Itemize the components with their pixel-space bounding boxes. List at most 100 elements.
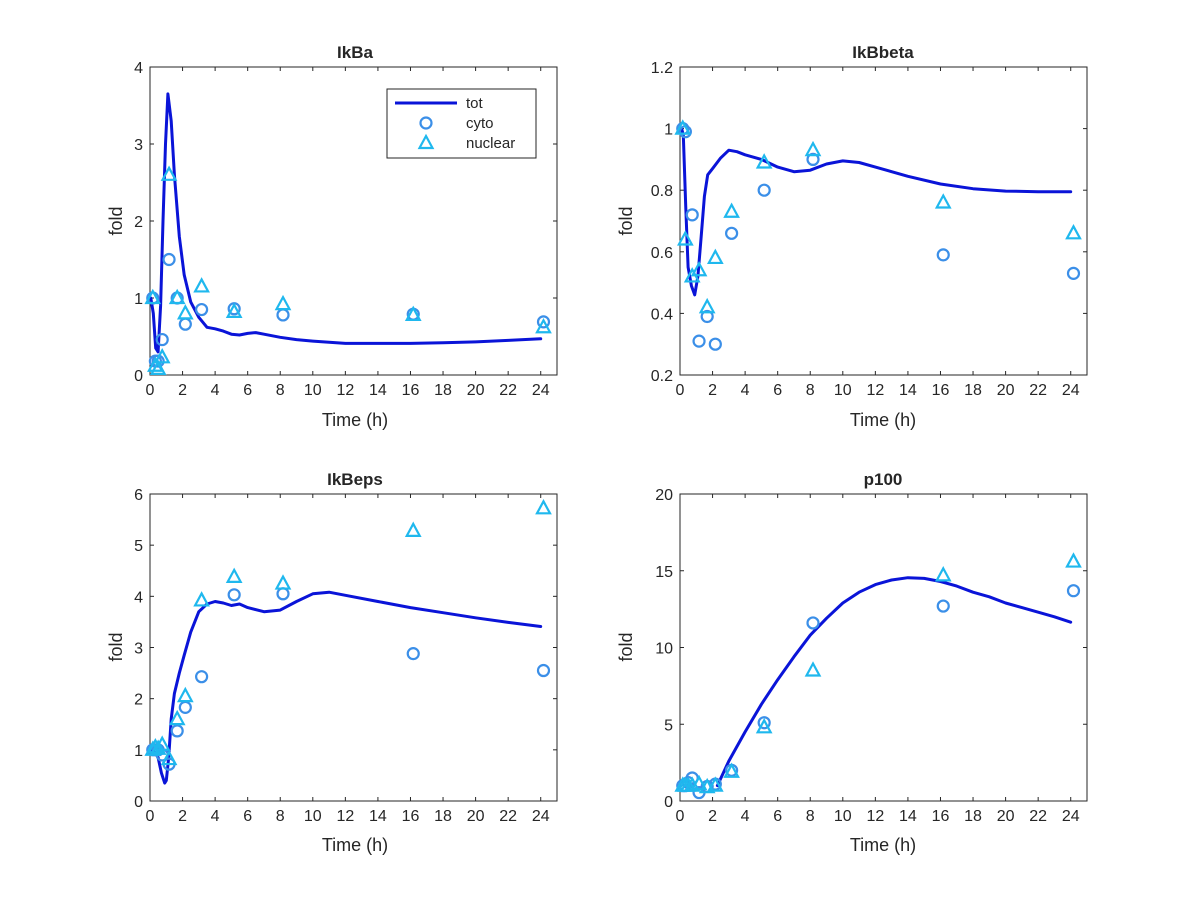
panel-0-cyto-point bbox=[536, 315, 551, 329]
panel-0-xtick-label: 16 bbox=[402, 382, 420, 399]
panel-3-xtick-label: 18 bbox=[964, 808, 982, 825]
panel-p100-title: p100 bbox=[864, 470, 903, 489]
panel-3-xtick-label: 8 bbox=[806, 808, 815, 825]
panel-1-cyto-point bbox=[725, 226, 739, 240]
panel-1-xtick-label: 2 bbox=[708, 382, 717, 399]
panel-3-nuclear-point bbox=[934, 566, 952, 582]
panel-2-nuclear-point bbox=[168, 709, 186, 726]
legend-label-cyto: cyto bbox=[466, 115, 494, 132]
panel-3-xtick-label: 24 bbox=[1062, 808, 1080, 825]
panel-ikbeps-xlabel: Time (h) bbox=[322, 835, 388, 855]
panel-0-nuclear-point bbox=[176, 304, 194, 320]
panel-ikbbeta: IkBbeta 0 2 4 6 8 10 12 14 16 18 20 22 240.20.40.60.… bbox=[616, 43, 1088, 430]
legend-box bbox=[386, 88, 537, 159]
panel-0-xtick-label: 14 bbox=[369, 382, 387, 399]
panel-3-xtick-label: 4 bbox=[741, 808, 750, 825]
panel-ikbeps-title: IkBeps bbox=[327, 470, 383, 489]
panel-3-xtick-label: 14 bbox=[899, 808, 917, 825]
panel-0-xtick-label: 4 bbox=[211, 382, 220, 399]
panel-1-xtick-label: 14 bbox=[899, 382, 917, 399]
panel-0-xtick-label: 22 bbox=[499, 382, 517, 399]
panel-3-ytick-label: 0 bbox=[664, 794, 673, 811]
panel-1-xtick-label: 24 bbox=[1062, 382, 1080, 399]
panel-3-ytick-label: 10 bbox=[655, 641, 673, 658]
legend-cyto-marker bbox=[419, 116, 433, 130]
panel-1-xtick-label: 6 bbox=[773, 382, 782, 399]
panel-1-series-tot-line bbox=[680, 127, 1073, 297]
panel-1-cyto-point bbox=[685, 208, 699, 222]
panel-2-xtick-label: 4 bbox=[211, 808, 220, 825]
panel-3-xtick-label: 16 bbox=[932, 808, 950, 825]
legend-nuclear-marker bbox=[417, 133, 435, 150]
panel-0-xtick-label: 18 bbox=[434, 382, 452, 399]
panel-ikbbeta-ylabel: fold bbox=[616, 206, 636, 235]
panel-1-xtick-label: 8 bbox=[806, 382, 815, 399]
panel-3-ytick-label: 20 bbox=[655, 487, 673, 504]
panel-0-ytick-label: 0 bbox=[134, 368, 143, 385]
panel-0-nuclear-point bbox=[193, 277, 210, 293]
panel-1-nuclear-point bbox=[698, 297, 716, 314]
panel-1-nuclear-point bbox=[723, 202, 740, 218]
panel-2-xtick-label: 2 bbox=[178, 808, 187, 825]
panel-1-ytick-label: 0.8 bbox=[651, 183, 673, 200]
panel-2-xtick-label: 6 bbox=[243, 808, 252, 825]
panel-1-cyto-point bbox=[936, 248, 950, 262]
panel-0-xtick-label: 8 bbox=[276, 382, 285, 399]
panel-2-ytick-label: 5 bbox=[134, 538, 143, 555]
panel-2-nuclear-point bbox=[160, 749, 178, 766]
panel-1-nuclear-point bbox=[1065, 224, 1082, 240]
panel-1-cyto-point bbox=[700, 309, 714, 324]
panel-0-nuclear-point bbox=[274, 294, 292, 311]
panel-3-xtick-label: 2 bbox=[708, 808, 717, 825]
panel-0-cyto-point bbox=[155, 332, 169, 347]
panel-1-nuclear-point bbox=[706, 248, 724, 265]
panel-p100-xlabel: Time (h) bbox=[850, 835, 916, 855]
panel-3-xtick-label: 20 bbox=[997, 808, 1015, 825]
panel-1-nuclear-point bbox=[804, 140, 822, 157]
legend-label-tot: tot bbox=[466, 95, 484, 112]
panel-3-nuclear-point bbox=[690, 774, 708, 791]
panel-0-xtick-label: 6 bbox=[243, 382, 252, 399]
panel-0-ytick-label: 4 bbox=[134, 60, 143, 77]
panel-1-xtick-label: 0 bbox=[676, 382, 685, 399]
panel-0-nuclear-point bbox=[149, 359, 167, 375]
panel-0-nuclear-point bbox=[144, 288, 162, 305]
panel-1-xtick-label: 22 bbox=[1029, 382, 1047, 399]
panel-1-nuclear-point bbox=[690, 260, 708, 277]
panel-0-cyto-point bbox=[195, 302, 209, 317]
panel-2-nuclear-point bbox=[404, 521, 422, 537]
panel-1-ytick-label: 1.2 bbox=[651, 60, 673, 77]
panel-3-nuclear-point bbox=[755, 718, 773, 734]
panel-0-xtick-label: 20 bbox=[467, 382, 485, 399]
panel-3-cyto-point bbox=[1066, 584, 1081, 598]
panel-0-xtick-label: 0 bbox=[146, 382, 155, 399]
panel-0-ytick-label: 3 bbox=[134, 137, 143, 154]
panel-1-ytick-label: 1 bbox=[664, 122, 673, 139]
panel-2-ytick-label: 6 bbox=[134, 487, 143, 504]
panel-3-ytick-label: 5 bbox=[664, 717, 673, 734]
panel-2-ytick-label: 3 bbox=[134, 641, 143, 658]
panel-1-cyto-point bbox=[692, 334, 706, 348]
panel-1-cyto-point bbox=[708, 337, 722, 351]
panel-p100-ylabel: fold bbox=[616, 632, 636, 661]
panel-3-xtick-label: 22 bbox=[1029, 808, 1047, 825]
panel-0-ytick-label: 1 bbox=[134, 291, 143, 308]
panel-1-xtick-label: 4 bbox=[741, 382, 750, 399]
panel-3-nuclear-point bbox=[804, 661, 822, 677]
panel-ikbbeta-title: IkBbeta bbox=[852, 43, 914, 62]
panel-3-cyto-point bbox=[806, 616, 820, 630]
panel-2-xtick-label: 18 bbox=[434, 808, 452, 825]
panel-0-ytick-label: 2 bbox=[134, 214, 143, 231]
panel-0-cyto-point bbox=[162, 252, 176, 267]
panel-2-cyto-point bbox=[227, 588, 241, 602]
panel-3-xtick-label: 6 bbox=[773, 808, 782, 825]
panel-1-xtick-label: 10 bbox=[834, 382, 852, 399]
panel-2-xtick-label: 24 bbox=[532, 808, 550, 825]
panel-2-ytick-label: 2 bbox=[134, 692, 143, 709]
panel-ikbbeta-xlabel: Time (h) bbox=[850, 410, 916, 430]
